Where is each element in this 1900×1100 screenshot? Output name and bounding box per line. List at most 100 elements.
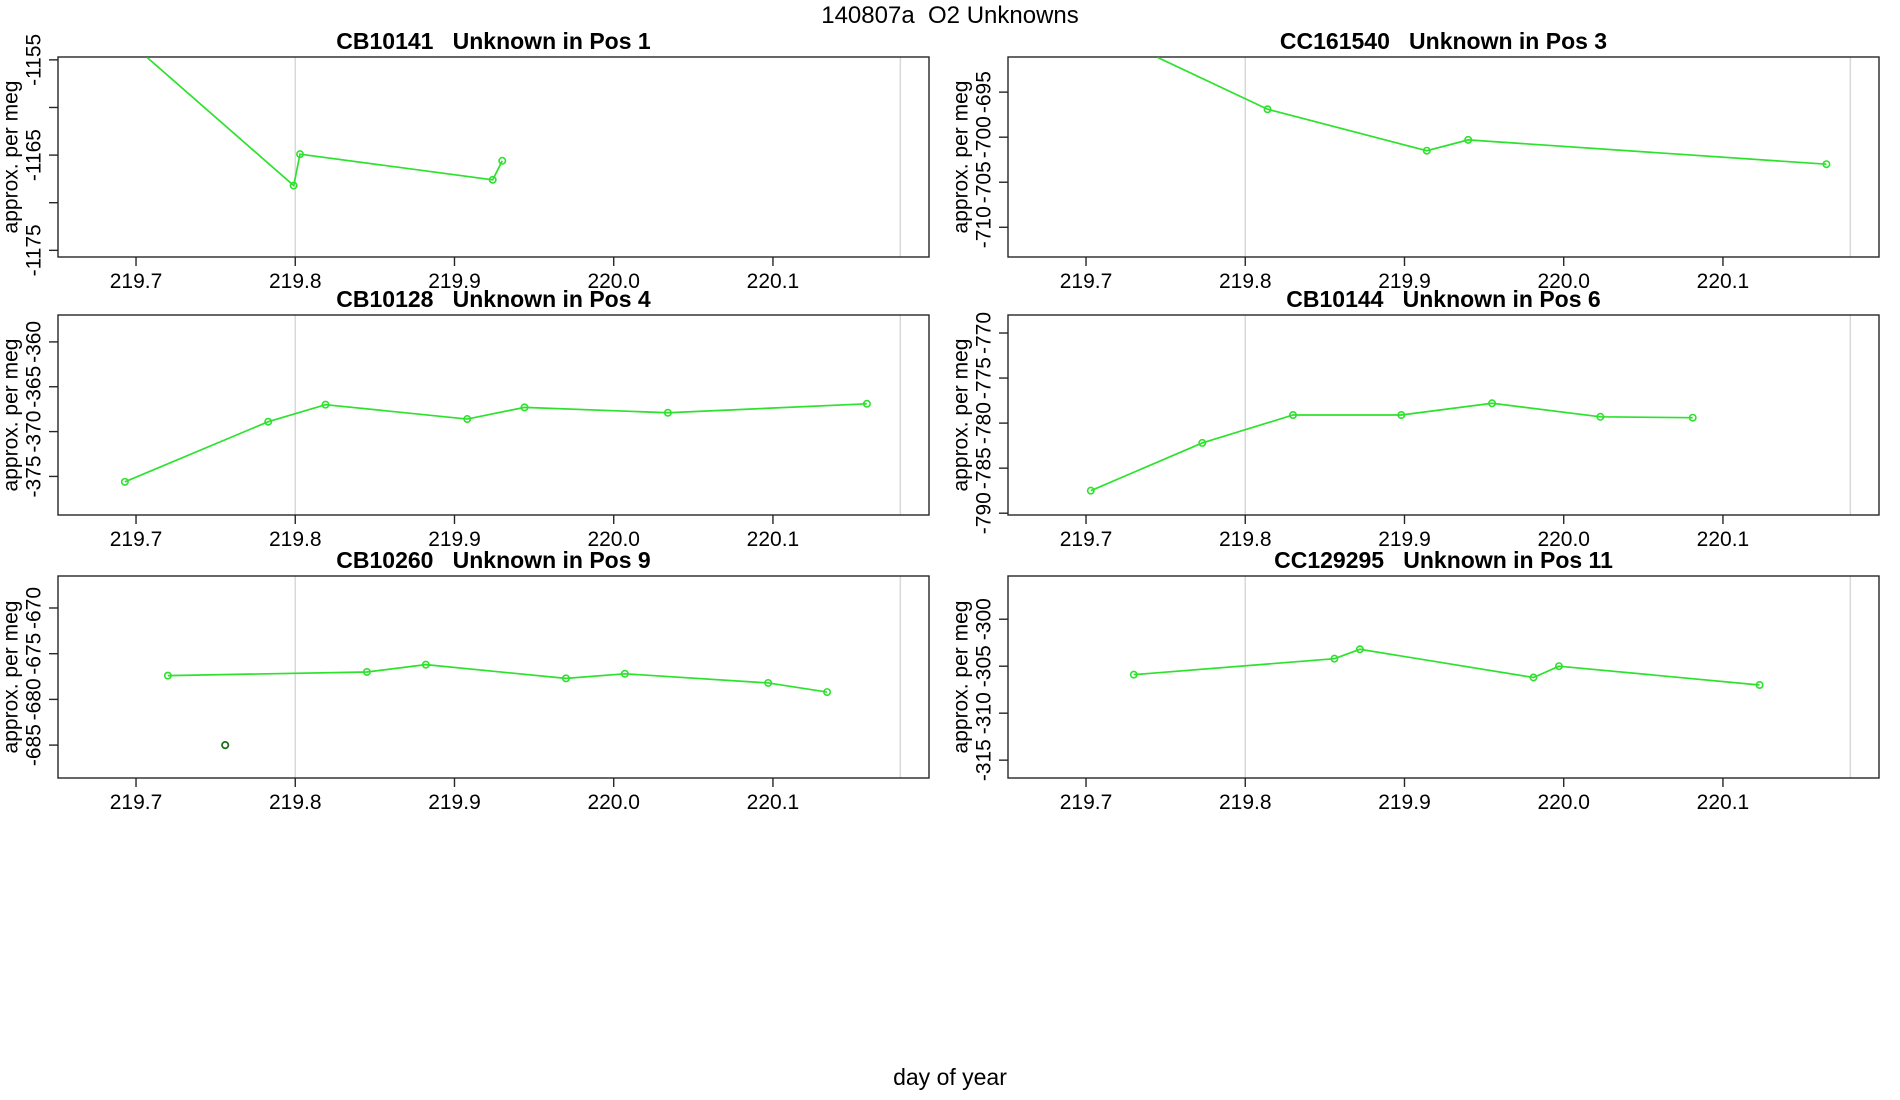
x-tick-label: 220.1 [1697, 528, 1750, 551]
x-tick-label: 219.8 [269, 791, 322, 814]
x-tick-label: 219.7 [110, 528, 163, 551]
x-tick-label: 220.0 [587, 270, 640, 293]
data-point-marker [1529, 673, 1538, 682]
panel-title: CB10144 Unknown in Pos 6 [1286, 286, 1600, 312]
y-tick-label: -1155 [23, 34, 46, 86]
x-tick-label: 219.8 [1219, 791, 1272, 814]
data-point-marker [1330, 654, 1339, 663]
x-tick-label: 219.7 [1060, 528, 1113, 551]
y-tick-label: -305 [973, 645, 996, 687]
data-point-marker [296, 150, 305, 159]
y-tick-label: -770 [973, 312, 996, 354]
figure-title: 140807a O2 Unknowns [821, 2, 1079, 29]
x-tick-label: 219.9 [428, 270, 481, 293]
data-point-marker [764, 678, 773, 687]
series-group [163, 660, 832, 750]
y-tick-label: -700 [973, 116, 996, 158]
panel-title: CC161540 Unknown in Pos 3 [1280, 28, 1607, 54]
data-point-marker [1198, 438, 1207, 447]
x-tick-label: 219.9 [1378, 791, 1431, 814]
panel-CC129295: CC129295 Unknown in Pos 11 -300 -305 -310 -3… [950, 547, 1880, 814]
data-point-marker [1488, 399, 1497, 408]
y-tick-label: -360 [23, 321, 46, 363]
y-tick-label: -710 [973, 206, 996, 248]
data-point-marker [1755, 680, 1764, 689]
data-point-marker [289, 181, 298, 190]
panel-CB10128: CB10128 Unknown in Pos 4 -360 -365 -370-375… [0, 286, 930, 551]
y-tick-label: -685 [23, 724, 46, 766]
y-axis-title: approx. per meg [0, 81, 23, 234]
x-tick-label: 219.8 [269, 270, 322, 293]
x-tick-label: 220.0 [587, 528, 640, 551]
series-line [146, 57, 504, 188]
panel-CC161540: CC161540 Unknown in Pos 3 -695 -700 -705 -71… [950, 28, 1880, 293]
y-tick-label: -670 [23, 587, 46, 629]
panel-CB10141: CB10141 Unknown in Pos 1 -1155 -1165 -1175a… [0, 28, 930, 293]
x-tick-label: 219.9 [428, 791, 481, 814]
data-point-marker [1086, 486, 1095, 495]
data-point-marker [321, 400, 330, 409]
panel-title: CC129295 Unknown in Pos 11 [1274, 547, 1613, 573]
x-tick-label: 219.8 [1219, 528, 1272, 551]
series-line [167, 663, 828, 693]
panel-title: CB10260 Unknown in Pos 9 [336, 547, 650, 573]
data-point-marker [463, 415, 472, 424]
x-tick-label: 219.7 [1060, 270, 1113, 293]
series-line [1090, 402, 1693, 492]
y-tick-label: -775 [973, 357, 996, 399]
data-point-marker [1263, 105, 1272, 114]
panel-frame [1007, 314, 1880, 516]
data-point-marker [1688, 413, 1697, 422]
y-axis-title: approx. per meg [950, 339, 973, 492]
x-tick-label: 220.1 [747, 791, 800, 814]
y-axis-title: approx. per meg [950, 601, 973, 754]
panel-title: CB10141 Unknown in Pos 1 [336, 28, 651, 54]
y-tick-label: -780 [973, 402, 996, 444]
x-tick-label: 219.7 [110, 270, 163, 293]
data-point-marker [823, 688, 832, 697]
x-tick-label: 220.1 [747, 528, 800, 551]
data-point-marker [520, 403, 529, 412]
y-tick-label: -1165 [23, 129, 46, 181]
x-tick-label: 220.0 [1537, 791, 1590, 814]
y-tick-label: -1175 [23, 224, 46, 276]
panel-title: CB10128 Unknown in Pos 4 [336, 286, 651, 312]
y-tick-label: -790 [973, 492, 996, 534]
series-group [1129, 645, 1764, 689]
data-point-marker [120, 477, 129, 486]
x-tick-label: 220.0 [1537, 528, 1590, 551]
data-point-marker [1397, 410, 1406, 419]
y-tick-label: -705 [973, 161, 996, 203]
panel-frame [57, 575, 930, 779]
x-tick-label: 219.9 [1378, 528, 1431, 551]
data-point-marker [1822, 160, 1831, 169]
data-point-marker [663, 408, 672, 417]
x-tick-label: 219.7 [110, 791, 163, 814]
y-tick-label: -315 [973, 739, 996, 781]
x-tick-label: 220.1 [747, 270, 800, 293]
data-point-marker [1422, 146, 1431, 155]
panel-frame [57, 314, 930, 516]
y-tick-label: -375 [23, 455, 46, 497]
x-tick-label: 219.9 [428, 528, 481, 551]
y-tick-label: -365 [23, 366, 46, 408]
data-point-marker [1464, 135, 1473, 144]
data-point-marker [620, 669, 629, 678]
y-tick-label: -785 [973, 447, 996, 489]
x-tick-label: 219.8 [269, 528, 322, 551]
panel-frame [57, 56, 930, 258]
x-tick-label: 220.1 [1697, 270, 1750, 293]
data-point-marker [862, 399, 871, 408]
x-tick-label: 220.0 [1537, 270, 1590, 293]
y-tick-label: -680 [23, 678, 46, 720]
series-line [1133, 648, 1760, 686]
y-tick-label: -370 [23, 411, 46, 453]
data-point-marker [1129, 670, 1138, 679]
data-point-marker [1554, 662, 1563, 671]
y-tick-label: -310 [973, 692, 996, 734]
series-group [120, 399, 871, 486]
y-tick-label: -695 [973, 71, 996, 113]
x-tick-label: 220.1 [1697, 791, 1750, 814]
data-point-marker [1355, 645, 1364, 654]
